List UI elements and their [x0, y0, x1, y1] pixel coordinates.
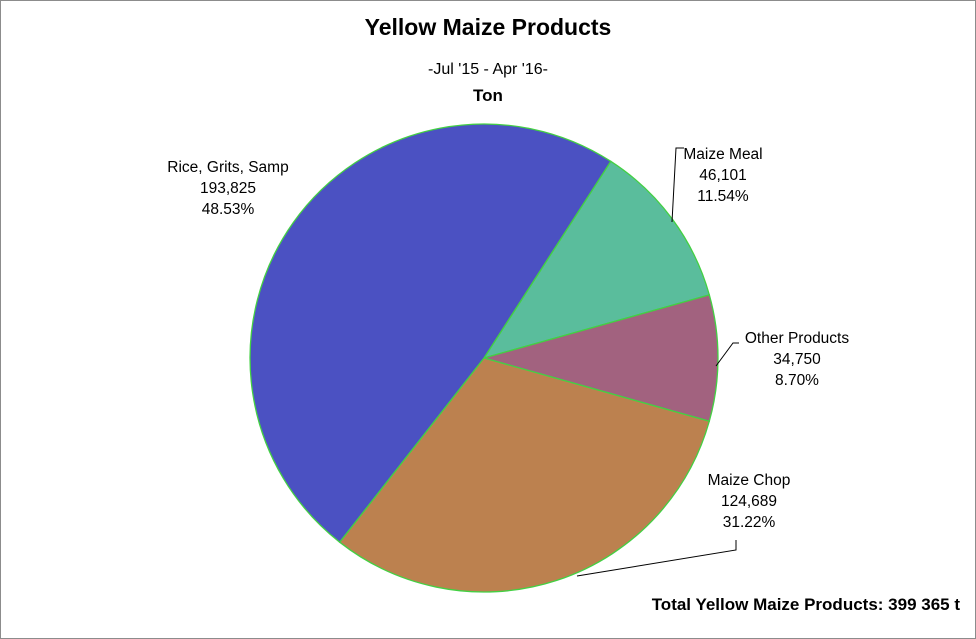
- slice-label-percent-rice-grits-samp: 48.53%: [202, 201, 255, 218]
- total-label: Total Yellow Maize Products: 399 365 t: [651, 595, 960, 614]
- leader-line-other-products: [715, 342, 739, 367]
- slice-rice-grits-samp: [249, 123, 612, 544]
- chart-unit: Ton: [473, 86, 503, 105]
- leader-line-maize-meal: [671, 147, 684, 223]
- slice-maize-chop: [338, 357, 711, 593]
- slice-label-value-rice-grits-samp: 193,825: [200, 180, 256, 197]
- chart-subtitle: -Jul '15 - Apr '16-: [428, 61, 548, 78]
- slice-label-value-other-products: 34,750: [773, 351, 821, 368]
- slice-label-name-rice-grits-samp: Rice, Grits, Samp: [167, 159, 288, 176]
- slice-label-name-maize-chop: Maize Chop: [708, 472, 791, 489]
- slice-label-value-maize-meal: 46,101: [699, 167, 746, 184]
- slice-other-products: [481, 294, 719, 423]
- chart-title: Yellow Maize Products: [364, 14, 612, 40]
- slice-label-percent-maize-meal: 11.54%: [697, 188, 749, 205]
- slice-label-value-maize-chop: 124,689: [721, 493, 777, 510]
- slice-label-name-maize-meal: Maize Meal: [683, 146, 762, 163]
- slice-label-percent-maize-chop: 31.22%: [723, 514, 776, 531]
- slice-label-percent-other-products: 8.70%: [775, 372, 819, 389]
- slice-label-name-other-products: Other Products: [745, 330, 849, 347]
- leader-line-maize-chop: [576, 540, 737, 577]
